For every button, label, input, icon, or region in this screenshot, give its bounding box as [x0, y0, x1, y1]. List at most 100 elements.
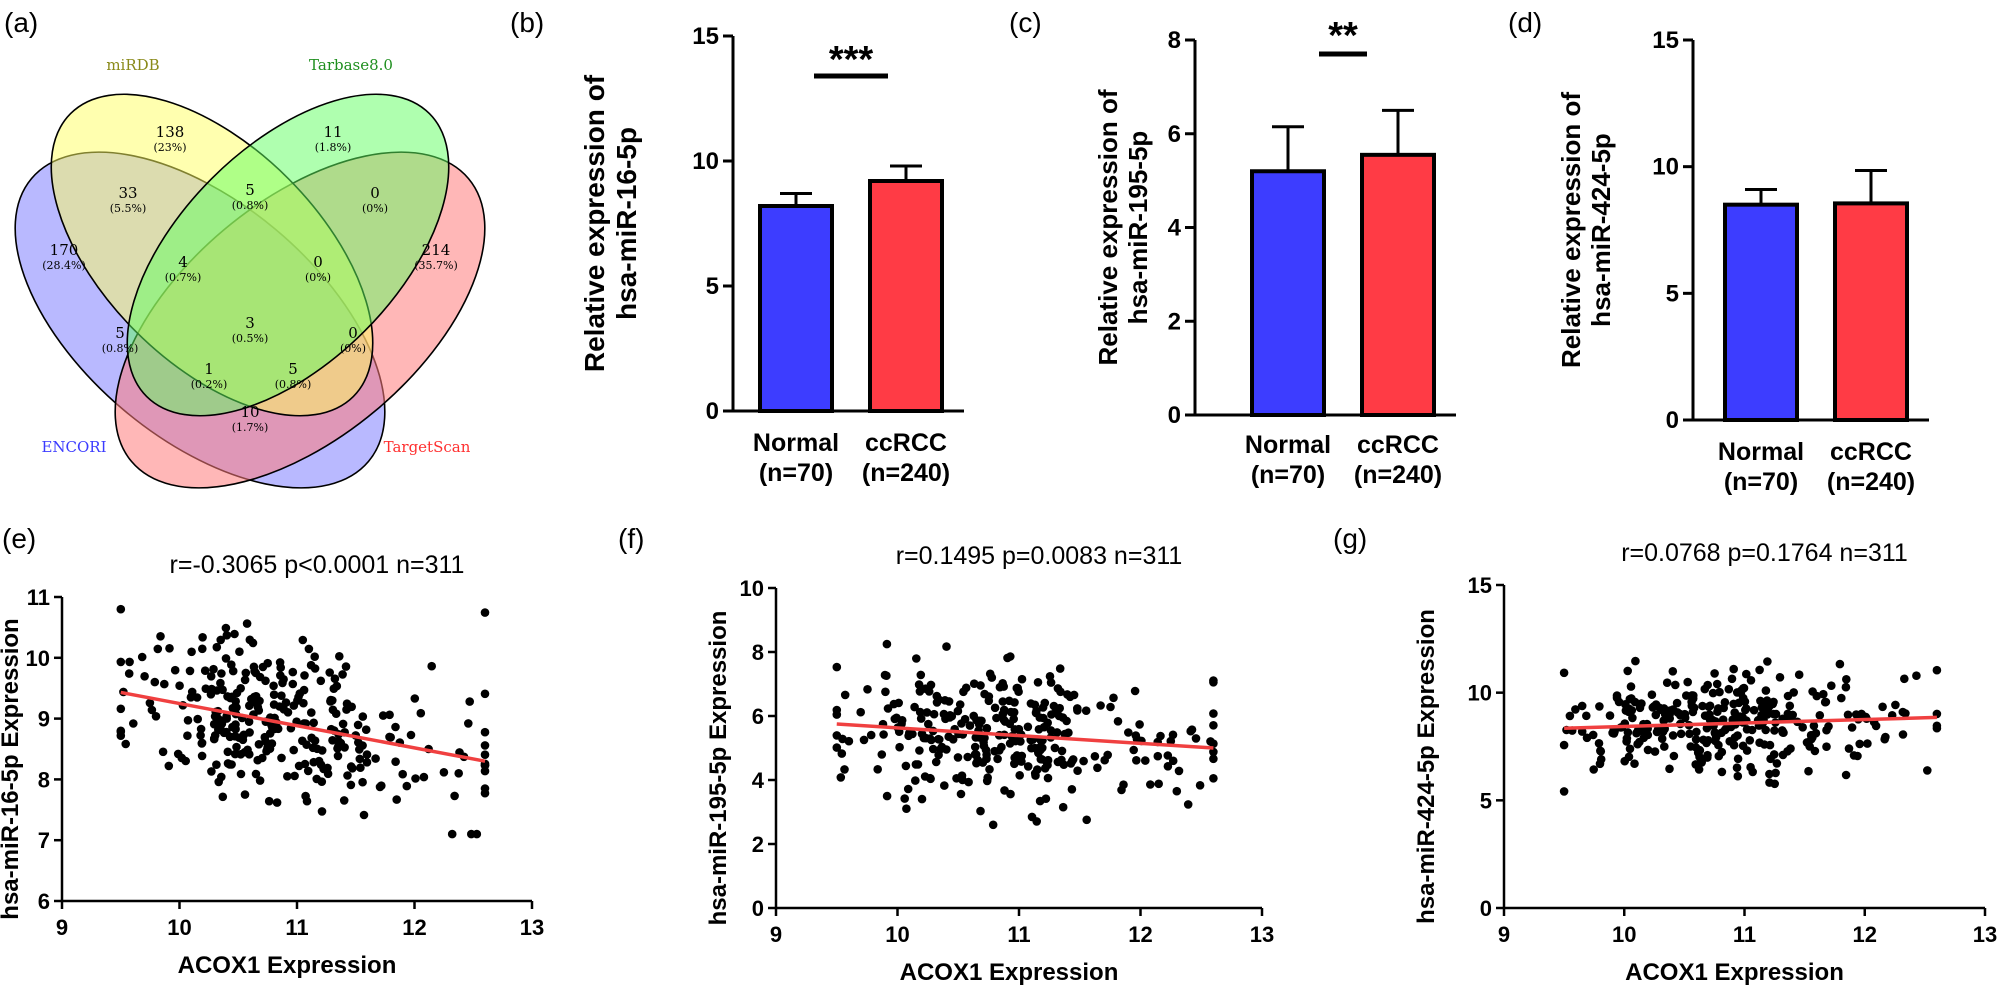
- venn-label-mirdb: miRDB: [106, 56, 159, 74]
- data-point: [331, 709, 341, 718]
- y-axis-label: hsa-miR-16-5p Expression: [0, 618, 24, 919]
- data-point: [1039, 722, 1049, 732]
- data-point: [221, 623, 231, 633]
- data-point: [953, 706, 963, 716]
- data-point: [196, 724, 206, 734]
- data-point: [1824, 722, 1833, 731]
- data-point: [385, 710, 394, 720]
- data-point: [1168, 756, 1178, 766]
- data-point: [232, 742, 241, 752]
- data-point: [222, 727, 231, 737]
- significance-marker: **: [1328, 15, 1358, 57]
- data-point: [931, 757, 941, 767]
- data-point: [1761, 725, 1770, 735]
- data-point: [1624, 752, 1634, 762]
- data-point: [1683, 677, 1692, 687]
- data-point: [883, 704, 893, 713]
- x-tick-label: 12: [1853, 922, 1877, 947]
- data-point: [1109, 693, 1118, 703]
- data-point: [411, 774, 420, 783]
- data-point: [244, 717, 254, 726]
- data-point: [998, 709, 1008, 719]
- data-point: [298, 635, 308, 645]
- scatter-chart-mir-424: 0 5 10 15 9 10 11 12 13 ACOX1 Expression hsa-miR-4…: [1413, 539, 1997, 986]
- data-point: [1855, 739, 1864, 749]
- data-point: [217, 718, 227, 727]
- venn-count-encori-tarbase-targetscan: 1: [204, 360, 214, 378]
- data-point: [1700, 684, 1710, 694]
- data-point: [1163, 751, 1173, 760]
- data-point: [245, 635, 255, 645]
- data-point: [832, 705, 842, 715]
- data-point: [1900, 674, 1909, 684]
- data-point: [1627, 706, 1637, 715]
- data-point: [934, 695, 944, 704]
- data-point: [1582, 711, 1591, 721]
- venn-count-targetscan-only: 214: [422, 241, 451, 259]
- data-point: [915, 707, 925, 717]
- data-point: [1129, 745, 1138, 755]
- data-point: [1039, 713, 1048, 723]
- data-point: [212, 760, 221, 769]
- data-point: [1819, 689, 1828, 699]
- data-point: [984, 692, 994, 701]
- data-point: [1763, 657, 1772, 666]
- data-point: [1004, 696, 1014, 706]
- x-category-label: (n=70): [759, 459, 833, 487]
- data-point: [1757, 703, 1767, 712]
- data-point: [330, 674, 340, 683]
- data-point: [1660, 742, 1669, 751]
- data-point: [1685, 729, 1694, 739]
- data-point: [465, 697, 475, 706]
- data-point: [1209, 678, 1218, 687]
- data-point: [267, 721, 276, 730]
- data-point: [881, 687, 890, 697]
- regression-line: [836, 722, 1214, 750]
- data-point: [258, 662, 268, 672]
- data-point: [1715, 687, 1724, 697]
- venn-count-encori-mirdb: 33: [118, 184, 137, 202]
- correlation-annotation: r=0.1495 p=0.0083 n=311: [896, 542, 1183, 570]
- data-point: [1067, 785, 1077, 794]
- data-point: [1100, 755, 1109, 765]
- data-point: [919, 733, 929, 743]
- data-point: [895, 742, 904, 752]
- data-point: [1017, 674, 1027, 684]
- data-point: [866, 730, 876, 740]
- data-point: [1594, 739, 1604, 748]
- data-point: [982, 723, 992, 733]
- data-point: [838, 734, 847, 744]
- data-point: [480, 689, 490, 699]
- venn-ellipse-tarbase: [126, 93, 450, 417]
- data-point: [1804, 766, 1813, 776]
- y-axis-label-line: Relative expression of: [579, 74, 610, 372]
- data-point: [1030, 769, 1040, 778]
- data-point: [1727, 674, 1737, 684]
- data-point: [238, 732, 247, 742]
- data-point: [935, 735, 944, 744]
- data-point: [1003, 653, 1012, 663]
- data-point: [1060, 729, 1070, 739]
- data-point: [911, 760, 921, 769]
- data-point: [288, 679, 298, 689]
- data-point: [983, 773, 992, 782]
- data-point: [1058, 802, 1068, 812]
- data-point: [1559, 668, 1569, 678]
- x-tick-label: 12: [402, 915, 426, 940]
- data-point: [222, 631, 232, 640]
- data-point: [1186, 726, 1195, 736]
- data-point: [1671, 680, 1680, 690]
- venn-pct-mirdb-tarbase: (0.8%): [232, 199, 269, 212]
- data-point: [1000, 786, 1009, 795]
- y-tick-label: 2: [752, 832, 764, 857]
- data-point: [976, 806, 985, 816]
- data-point: [910, 702, 919, 712]
- data-point: [170, 665, 180, 675]
- x-tick-label: 12: [1128, 922, 1152, 947]
- x-tick-label: 10: [167, 915, 191, 940]
- x-category-label: ccRCC: [1357, 431, 1439, 459]
- x-category-label: Normal: [1718, 438, 1804, 466]
- y-tick-label: 6: [752, 704, 764, 729]
- x-category-label: (n=70): [1251, 461, 1325, 489]
